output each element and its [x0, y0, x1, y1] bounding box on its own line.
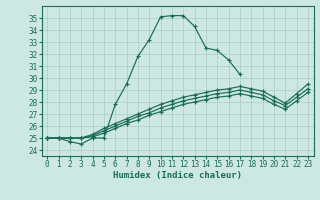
X-axis label: Humidex (Indice chaleur): Humidex (Indice chaleur) [113, 171, 242, 180]
